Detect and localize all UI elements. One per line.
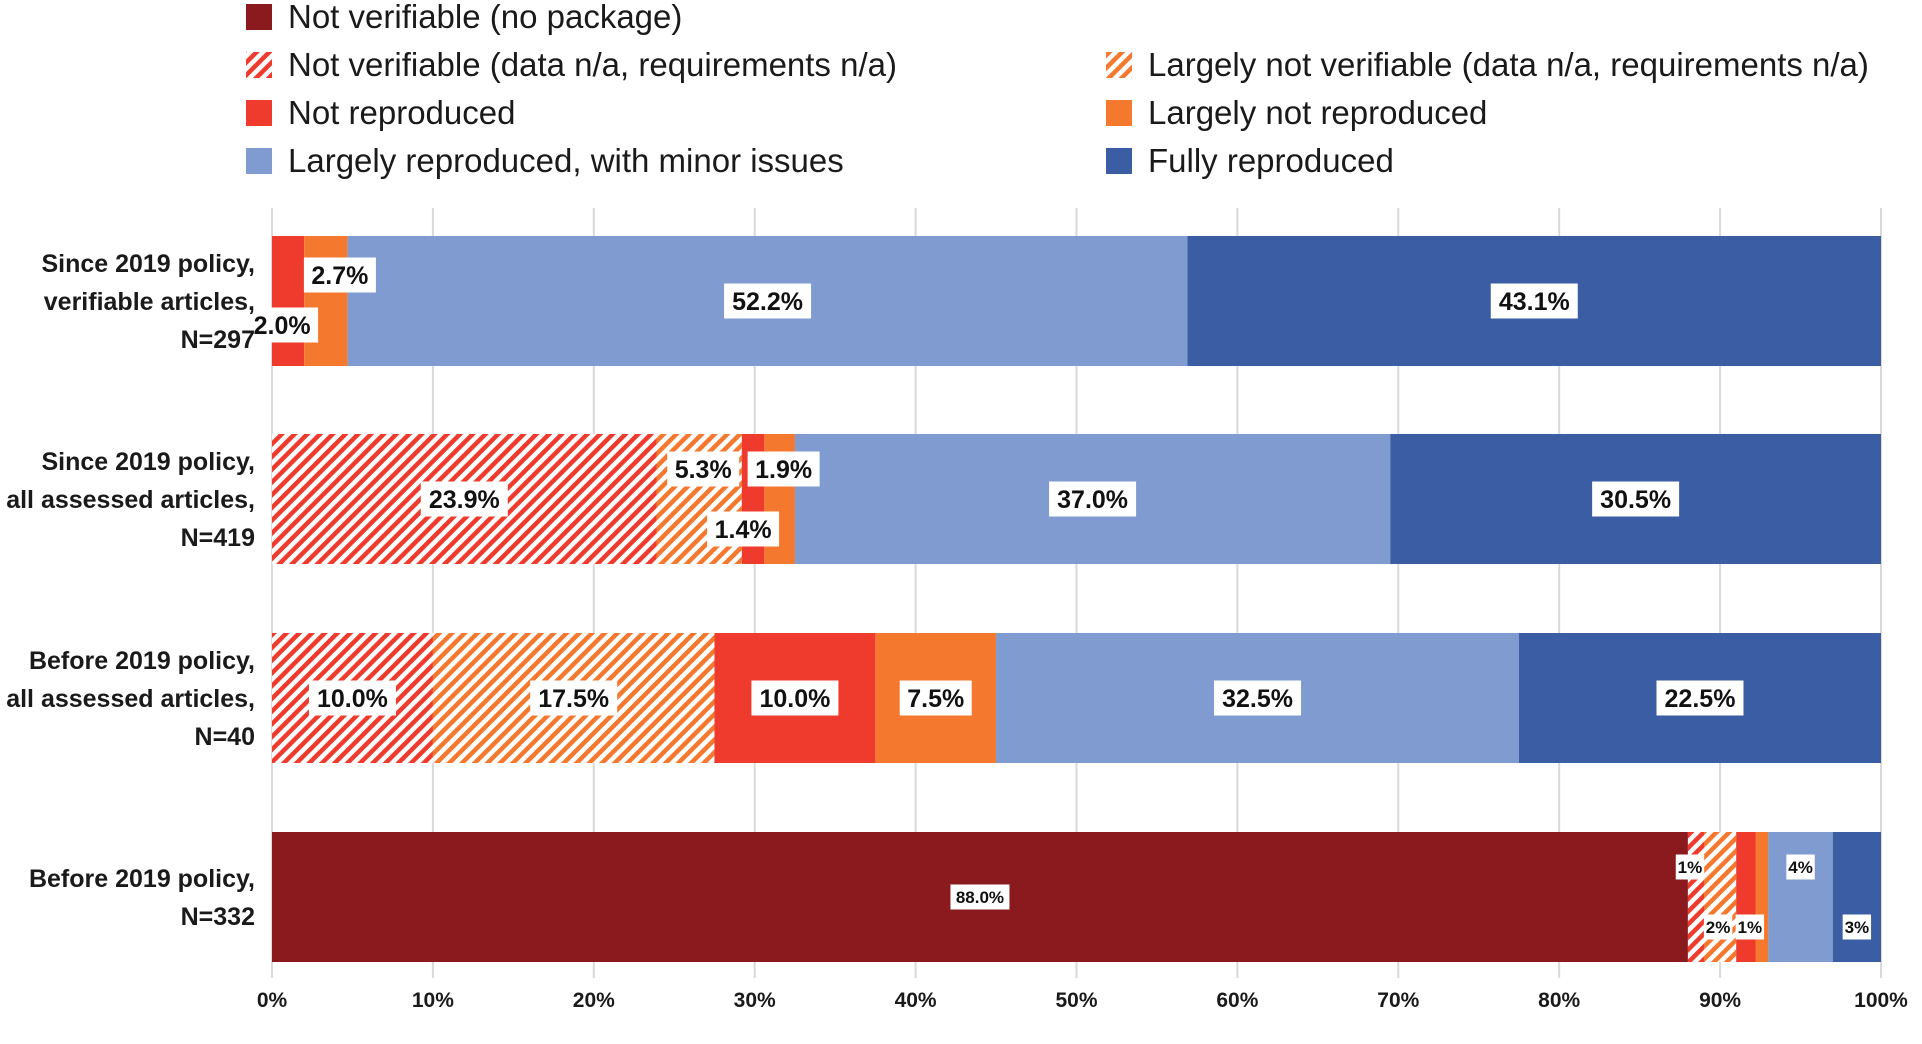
legend: Not verifiable (no package) Not verifiabl… [246, 0, 1869, 179]
data-label-box [751, 680, 839, 716]
category-labels: Since 2019 policy, verifiable articles, N=… [6, 250, 255, 931]
data-label-box [1049, 481, 1137, 517]
category-label: N=40 [195, 723, 255, 751]
data-label-box [950, 884, 1010, 910]
bar-segment-not-verifiable-data-n-a-requirements-n-a [1687, 832, 1705, 962]
category-label: N=297 [181, 326, 255, 354]
category-label: N=419 [181, 524, 255, 552]
data-label-not-verifiable-data-n-a-requirements-n-a: 23.9% [429, 486, 500, 514]
data-label-box [420, 481, 508, 517]
data-label-not-verifiable-data-n-a-requirements-n-a: 10.0% [317, 685, 388, 713]
data-label-not-verifiable-no-package: 88.0% [956, 888, 1004, 907]
data-label-fully-reproduced: 30.5% [1600, 486, 1671, 514]
data-label-box [308, 680, 396, 716]
data-label-largely-not-verifiable-data-n-a-requirements-n-a: 17.5% [538, 685, 609, 713]
category-label: Since 2019 policy, [41, 250, 255, 278]
legend-swatch-largely-not-verifiable-data-n-a-requirements-n-a [1106, 52, 1132, 78]
data-label-box [899, 680, 972, 716]
bar-segment-largely-reproduced-with-minor-issues [1768, 832, 1833, 962]
data-label-box [1703, 914, 1733, 940]
data-label-not-reproduced: 10.0% [759, 685, 830, 713]
data-label-box [747, 451, 820, 487]
legend-label-not-verifiable-data-n-a-requirements-n-a: Not verifiable (data n/a, requirements n… [288, 46, 897, 83]
data-label-box [1735, 914, 1765, 940]
data-label-box [1675, 854, 1705, 880]
x-tick-label: 30% [734, 989, 776, 1012]
data-label-fully-reproduced: 22.5% [1665, 685, 1736, 713]
category-label: all assessed articles, [6, 486, 255, 514]
x-tick-label: 100% [1854, 989, 1908, 1012]
bar-segment-fully-reproduced [1832, 832, 1881, 962]
x-tick-label: 10% [412, 989, 454, 1012]
bar-segment-not-reproduced [1736, 832, 1756, 962]
data-label-largely-reproduced-with-minor-issues: 52.2% [732, 288, 803, 316]
x-tick-label: 90% [1699, 989, 1741, 1012]
legend-swatch-largely-not-reproduced [1106, 100, 1132, 126]
data-label-largely-not-verifiable-data-n-a-requirements-n-a: 5.3% [675, 456, 732, 484]
data-label-box [246, 307, 319, 343]
x-tick-label: 80% [1538, 989, 1580, 1012]
category-label: Before 2019 policy, [29, 647, 255, 675]
bar-segment-largely-not-verifiable-data-n-a-requirements-n-a [1704, 832, 1737, 962]
legend-swatch-fully-reproduced [1106, 148, 1132, 174]
legend-label-not-verifiable-no-package: Not verifiable (no package) [288, 0, 682, 35]
data-label-box [724, 283, 812, 319]
data-label-box [1592, 481, 1680, 517]
data-label-largely-reproduced-with-minor-issues: 32.5% [1222, 685, 1293, 713]
data-label-not-reproduced: 1.4% [715, 516, 772, 544]
legend-swatch-largely-reproduced-with-minor-issues [246, 148, 272, 174]
x-tick-label: 60% [1216, 989, 1258, 1012]
data-label-fully-reproduced: 43.1% [1499, 288, 1570, 316]
category-label: verifiable articles, [44, 288, 255, 316]
legend-swatch-not-verifiable-data-n-a-requirements-n-a [246, 52, 272, 78]
data-label-largely-not-reproduced: 1.9% [755, 456, 812, 484]
data-label-box [1490, 283, 1578, 319]
data-label-largely-not-reproduced: 7.5% [907, 685, 964, 713]
category-label: all assessed articles, [6, 685, 255, 713]
legend-label-fully-reproduced: Fully reproduced [1148, 142, 1394, 179]
data-label-box [707, 511, 780, 547]
data-label-not-reproduced: 1% [1738, 918, 1763, 937]
data-label-largely-reproduced-with-minor-issues: 37.0% [1057, 486, 1128, 514]
x-tick-label: 40% [895, 989, 937, 1012]
bar-segment-largely-not-reproduced [1755, 832, 1769, 962]
data-label-largely-not-reproduced: 2.7% [311, 262, 368, 290]
x-axis-tick-labels: 0% 10% 20% 30% 40% 50% 60% 70% 80% 90% 100% [257, 989, 1908, 1012]
legend-swatch-not-reproduced [246, 100, 272, 126]
x-tick-label: 70% [1377, 989, 1419, 1012]
legend-label-largely-not-verifiable-data-n-a-requirements-n-a: Largely not verifiable (data n/a, requir… [1148, 46, 1869, 83]
legend-label-not-reproduced: Not reproduced [288, 94, 515, 131]
legend-label-largely-not-reproduced: Largely not reproduced [1148, 94, 1487, 131]
legend-swatch-not-verifiable-no-package [246, 4, 272, 30]
bar-segment-largely-not-reproduced [304, 236, 348, 366]
x-tick-label: 0% [257, 989, 288, 1012]
data-label-box [530, 680, 618, 716]
data-label-not-verifiable-data-n-a-requirements-n-a: 1% [1678, 858, 1703, 877]
x-tick-label: 50% [1055, 989, 1097, 1012]
data-label-box [1656, 680, 1744, 716]
data-label-box [667, 451, 740, 487]
category-label: N=332 [181, 903, 255, 931]
x-tick-label: 20% [573, 989, 615, 1012]
data-label-box [1214, 680, 1302, 716]
data-labels: 2.0%2.7% 52.2% 43.1% 23.9% 5.3% 1.4% 1.9% 37.0%… [246, 257, 1872, 940]
category-label: Before 2019 policy, [29, 865, 255, 893]
data-label-not-reproduced: 2.0% [254, 312, 311, 340]
data-label-largely-reproduced-with-minor-issues: 4% [1788, 858, 1813, 877]
data-label-box [1786, 854, 1815, 880]
legend-label-largely-reproduced-with-minor-issues: Largely reproduced, with minor issues [288, 142, 844, 179]
data-label-fully-reproduced: 3% [1845, 918, 1870, 937]
category-label: Since 2019 policy, [41, 448, 255, 476]
data-label-largely-not-verifiable-data-n-a-requirements-n-a: 2% [1706, 918, 1731, 937]
bar-segment-not-reproduced [272, 236, 305, 366]
data-label-box [303, 257, 376, 293]
data-label-box [1842, 914, 1872, 940]
